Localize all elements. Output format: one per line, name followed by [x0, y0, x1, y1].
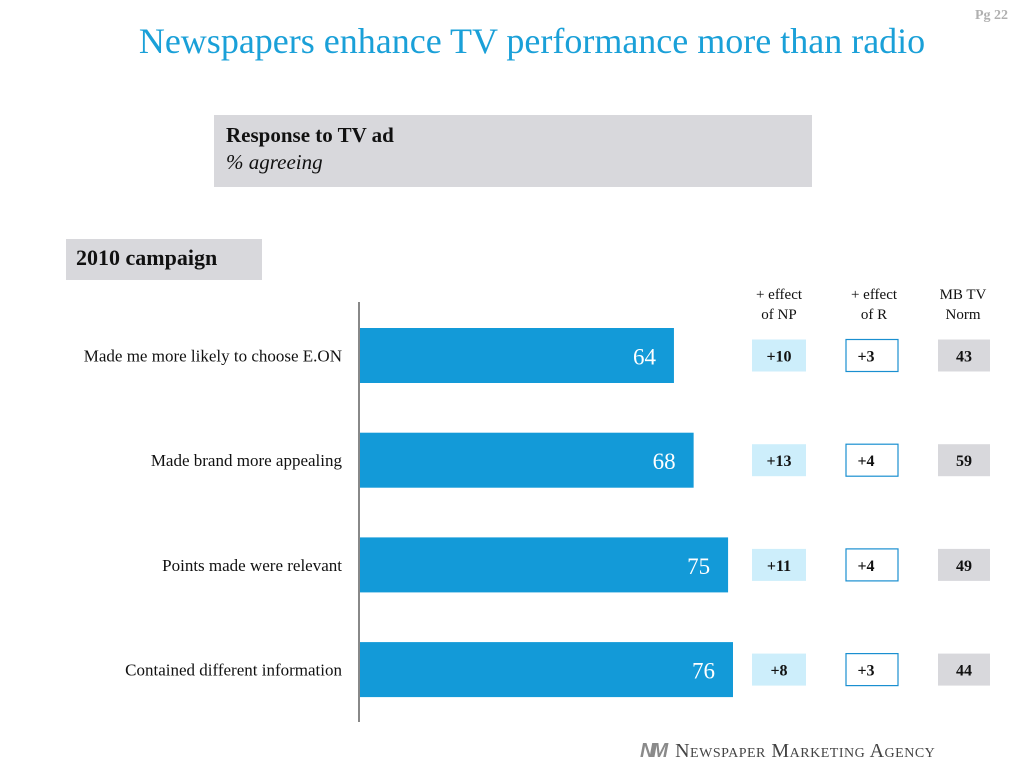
norm-value: 44 — [956, 663, 972, 680]
footer-org-name: Newspaper Marketing Agency — [675, 739, 936, 762]
bar-value-label: 75 — [687, 554, 710, 579]
category-label: Points made were relevant — [162, 556, 342, 575]
chart-subtitle-box: Response to TV ad % agreeing — [214, 115, 812, 187]
effect-r-box — [845, 652, 899, 687]
category-label: Made brand more appealing — [151, 451, 343, 470]
bar — [360, 432, 694, 488]
effect-np-box — [752, 339, 806, 372]
footer-logo: NM Newspaper Marketing Agency — [640, 738, 935, 764]
effect-np-box — [752, 653, 806, 686]
chart-subtitle: Response to TV ad — [226, 123, 394, 147]
effect-np-box — [752, 548, 806, 581]
bar — [360, 537, 729, 593]
effect-np-value: +8 — [770, 663, 787, 680]
column-header-r: + effect of R — [850, 287, 898, 323]
page-number: Pg 22 — [974, 8, 1008, 23]
page-title: Newspapers enhance TV performance more t… — [138, 21, 926, 61]
effect-r-box — [845, 338, 899, 373]
effect-r-value: +3 — [857, 663, 874, 680]
effect-np-box — [752, 444, 806, 477]
column-header-norm: MB TV Norm — [939, 287, 987, 323]
effect-r-box — [845, 548, 899, 582]
bar-value-label: 68 — [653, 449, 676, 474]
effect-np-value: +10 — [766, 349, 791, 366]
effect-r-value: +4 — [857, 453, 874, 470]
effect-r-value: +3 — [857, 349, 874, 366]
effect-r-box — [845, 443, 899, 477]
nma-logo-icon: NM — [640, 739, 668, 762]
norm-value: 59 — [956, 453, 972, 470]
norm-box — [938, 339, 990, 372]
bar-value-label: 76 — [692, 659, 715, 684]
column-header-np: + effect of NP — [755, 287, 803, 323]
effect-np-value: +11 — [767, 558, 791, 575]
norm-box — [938, 548, 990, 581]
bar — [360, 642, 733, 698]
bar — [360, 328, 674, 383]
chart-unit-label: % agreeing — [226, 150, 323, 174]
effect-r-value: +4 — [857, 558, 874, 575]
category-label: Contained different information — [125, 661, 342, 680]
norm-value: 49 — [956, 558, 972, 575]
campaign-label: 2010 campaign — [66, 239, 262, 280]
bar-value-label: 64 — [633, 345, 657, 370]
norm-box — [938, 653, 990, 686]
norm-box — [938, 444, 990, 477]
norm-value: 43 — [956, 349, 972, 366]
effect-np-value: +13 — [766, 453, 791, 470]
category-label: Made me more likely to choose E.ON — [84, 347, 342, 366]
